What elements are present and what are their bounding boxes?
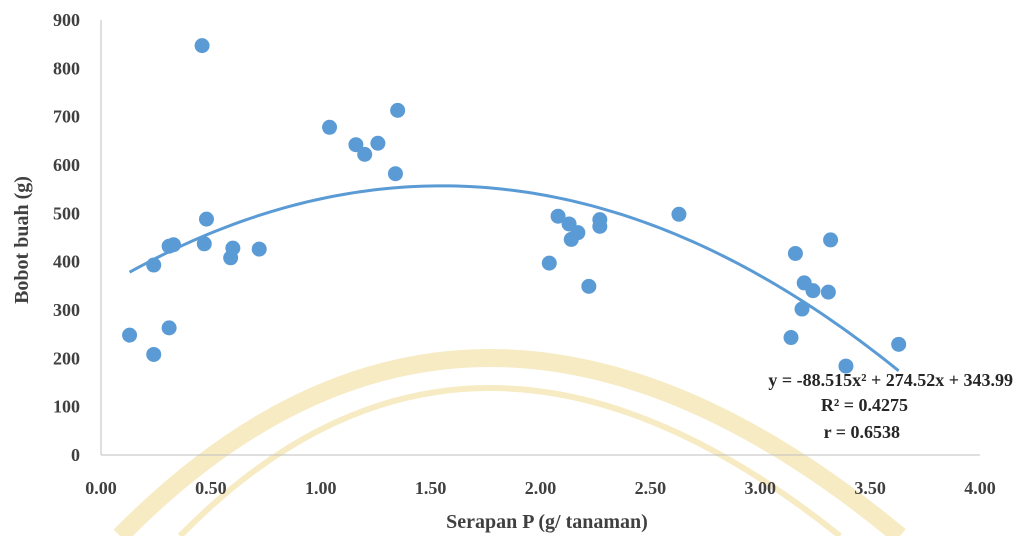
data-point xyxy=(322,119,338,135)
x-tick-label: 3.50 xyxy=(854,478,886,498)
data-point xyxy=(122,327,138,343)
data-point xyxy=(570,225,586,241)
data-point xyxy=(370,135,386,151)
x-tick-label: 0.50 xyxy=(195,478,227,498)
data-points xyxy=(122,38,907,374)
r-squared-text: R² = 0.4275 xyxy=(821,395,908,415)
equation-annotation: y = -88.515x² + 274.52x + 343.99 R² = 0.… xyxy=(768,370,1013,442)
trendline xyxy=(128,184,900,372)
y-tick-label: 500 xyxy=(53,203,80,223)
tick-labels: 0.00 0.50 1.00 1.50 2.00 2.50 3.00 3.50 4.00 0 100… xyxy=(53,10,996,498)
data-point xyxy=(390,102,406,118)
data-point xyxy=(891,336,907,352)
watermark-arc-inner xyxy=(177,385,842,536)
data-point xyxy=(225,240,241,256)
data-point xyxy=(196,236,212,252)
x-tick-label: 2.00 xyxy=(525,478,557,498)
y-tick-label: 300 xyxy=(53,300,80,320)
data-point xyxy=(541,255,557,271)
y-tick-label: 900 xyxy=(53,10,80,30)
y-tick-label: 200 xyxy=(53,348,80,368)
data-point xyxy=(820,284,836,300)
x-tick-label: 4.00 xyxy=(964,478,996,498)
trendline-curve xyxy=(128,184,900,372)
y-tick-label: 600 xyxy=(53,155,80,175)
y-tick-label: 400 xyxy=(53,252,80,272)
r-text: r = 0.6538 xyxy=(824,422,900,442)
data-point xyxy=(166,237,182,253)
data-point xyxy=(805,283,821,299)
data-point xyxy=(550,208,566,224)
x-tick-label: 0.00 xyxy=(85,478,117,498)
y-tick-label: 700 xyxy=(53,107,80,127)
data-point xyxy=(581,278,597,294)
axes xyxy=(100,20,980,456)
data-point xyxy=(194,38,210,54)
data-point xyxy=(592,218,608,234)
watermark-arc xyxy=(113,349,906,536)
data-point xyxy=(146,346,162,362)
data-point xyxy=(357,146,373,162)
data-point xyxy=(387,166,403,182)
data-point xyxy=(838,358,854,374)
x-tick-label: 1.00 xyxy=(305,478,337,498)
data-point xyxy=(783,330,799,346)
y-axis-title: Bobot buah (g) xyxy=(11,176,33,304)
watermark xyxy=(113,349,906,536)
x-tick-label: 2.50 xyxy=(635,478,667,498)
data-point xyxy=(671,206,687,222)
y-tick-label: 800 xyxy=(53,58,80,78)
x-tick-label: 1.50 xyxy=(415,478,447,498)
y-tick-label: 100 xyxy=(53,397,80,417)
x-axis-title: Serapan P (g/ tanaman) xyxy=(446,511,648,533)
equation-text: y = -88.515x² + 274.52x + 343.99 xyxy=(768,370,1013,390)
data-point xyxy=(823,232,839,248)
y-tick-label: 0 xyxy=(71,445,80,465)
x-tick-label: 3.00 xyxy=(745,478,777,498)
data-point xyxy=(794,301,810,317)
data-point xyxy=(161,320,177,336)
data-point xyxy=(348,137,364,153)
data-point xyxy=(787,245,803,261)
data-point xyxy=(198,211,214,227)
data-point xyxy=(146,257,162,273)
data-point xyxy=(251,241,267,257)
